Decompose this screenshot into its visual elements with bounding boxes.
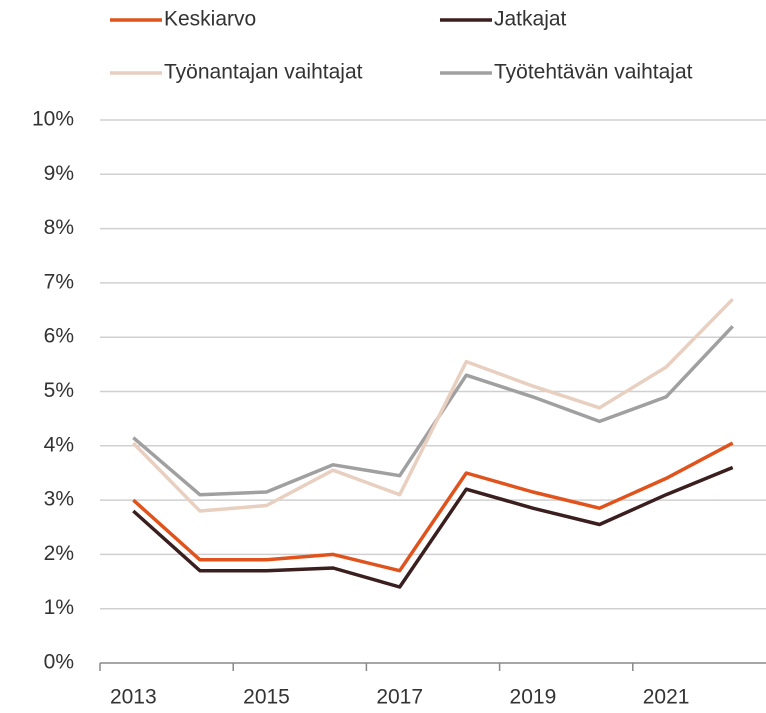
- series-line: [132, 465, 734, 589]
- y-tick-label: 6%: [44, 325, 74, 348]
- series-line: [132, 297, 734, 513]
- y-tick-label: 7%: [44, 270, 74, 293]
- legend-label: Työtehtävän vaihtajat: [494, 61, 693, 84]
- y-tick-label: 9%: [44, 162, 74, 185]
- x-tick-label: 2017: [376, 686, 423, 709]
- series-line: [132, 325, 734, 497]
- y-tick-label: 10%: [32, 108, 74, 131]
- legend-label: Keskiarvo: [164, 8, 256, 31]
- y-tick-label: 2%: [44, 542, 74, 565]
- x-tick-label: 2019: [510, 686, 557, 709]
- y-tick-label: 5%: [44, 379, 74, 402]
- y-tick-label: 8%: [44, 216, 74, 239]
- x-tick-label: 2021: [643, 686, 690, 709]
- y-tick-label: 4%: [44, 433, 74, 456]
- x-tick-label: 2013: [110, 686, 157, 709]
- y-tick-label: 0%: [44, 651, 74, 674]
- series-line: [132, 441, 734, 573]
- y-tick-label: 1%: [44, 596, 74, 619]
- x-tick-label: 2015: [243, 686, 290, 709]
- legend-label: Työnantajan vaihtajat: [164, 61, 363, 84]
- legend-label: Jatkajat: [494, 8, 567, 31]
- y-tick-label: 3%: [44, 488, 74, 511]
